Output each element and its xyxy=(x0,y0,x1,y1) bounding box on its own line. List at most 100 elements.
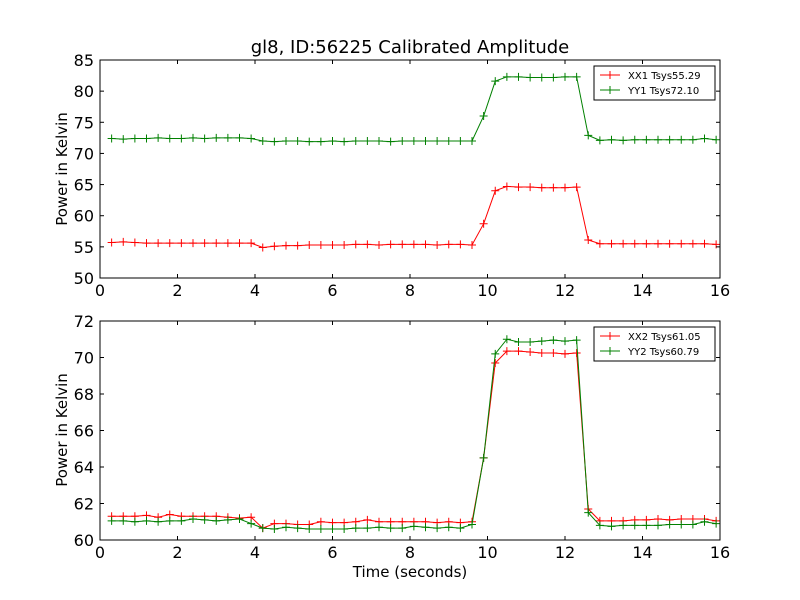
bottom-series-2-point xyxy=(584,508,593,517)
bottom-x-tick-label: 2 xyxy=(172,543,182,562)
bottom-series-2-point xyxy=(677,520,686,529)
top-series-1-point xyxy=(537,183,546,192)
top-legend-marker-2 xyxy=(606,86,614,94)
bottom-series-1-point xyxy=(572,348,581,357)
top-series-2-point xyxy=(444,136,453,145)
top-series-2-point xyxy=(270,137,279,146)
bottom-series-2-point xyxy=(595,521,604,530)
bottom-series-2-point xyxy=(200,515,209,524)
top-series-2-point xyxy=(421,136,430,145)
x-axis-label: Time (seconds) xyxy=(352,563,468,581)
top-y-tick-label: 65 xyxy=(74,176,94,195)
top-series-1-point xyxy=(456,240,465,249)
top-series-1-point xyxy=(572,183,581,192)
top-series-1-point xyxy=(700,239,709,248)
top-series-1-point xyxy=(351,240,360,249)
top-legend-frame xyxy=(593,65,716,101)
top-series-1-point xyxy=(595,239,604,248)
bottom-series-2-point xyxy=(142,516,151,525)
top-series-1-point xyxy=(514,183,523,192)
bottom-legend-label-2: YY2 Tsys60.79 xyxy=(627,347,699,358)
bottom-series-2-point xyxy=(340,525,349,534)
bottom-y-tick-label: 66 xyxy=(74,422,94,441)
bottom-series-2-point xyxy=(258,524,267,533)
bottom-series-2-point xyxy=(282,523,290,532)
top-series-1-point xyxy=(561,183,569,192)
bottom-series-2-point xyxy=(328,525,337,534)
bottom-series-1-point xyxy=(316,517,325,526)
top-series-1-point xyxy=(305,240,314,249)
bottom-series-2-point xyxy=(223,515,232,524)
bottom-y-tick-label: 62 xyxy=(74,495,94,514)
bottom-series-2-point xyxy=(688,520,697,529)
bottom-series-1-point xyxy=(549,348,558,357)
top-series-2-point xyxy=(351,136,360,145)
top-series-2-point xyxy=(340,137,349,146)
top-series-1-point xyxy=(165,239,174,248)
bottom-series-2-point xyxy=(247,519,256,528)
bottom-series-2-point xyxy=(386,524,395,533)
top-x-tick-label: 8 xyxy=(405,281,415,300)
top-series-1-point xyxy=(502,182,511,191)
top-series-2-point xyxy=(235,133,244,142)
bottom-legend-marker-2 xyxy=(606,347,614,355)
top-series-2-point xyxy=(595,136,604,145)
top-series-2-point xyxy=(514,72,523,81)
bottom-series-2-point xyxy=(154,517,163,526)
top-y-axis-label: Power in Kelvin xyxy=(53,112,71,226)
top-series-2-point xyxy=(363,136,372,145)
top-series-2-point xyxy=(619,136,628,145)
top-series-1-point xyxy=(433,240,442,249)
top-series-1-point xyxy=(398,240,407,249)
top-series-1-point xyxy=(642,239,651,248)
bottom-series-2-point xyxy=(363,524,372,533)
top-series-2-point xyxy=(282,136,290,145)
top-y-tick-label: 50 xyxy=(74,269,94,288)
top-series-1-point xyxy=(328,240,337,249)
bottom-series-2-point xyxy=(619,521,628,530)
top-series-1-point xyxy=(130,238,139,247)
top-series-1-point xyxy=(421,240,430,249)
top-series-2-point xyxy=(491,77,500,86)
top-y-tick-label: 70 xyxy=(74,144,94,163)
top-x-tick-label: 14 xyxy=(632,281,652,300)
bottom-series-2-point xyxy=(700,517,709,526)
bottom-legend-marker-1 xyxy=(606,332,614,340)
top-series-1-point xyxy=(235,239,244,248)
figure-title: gl8, ID:56225 Calibrated Amplitude xyxy=(251,37,570,58)
top-series-1-point xyxy=(270,242,279,251)
bottom-series-2-point xyxy=(502,335,511,344)
top-series-1-point xyxy=(363,240,372,249)
top-series-1-point xyxy=(526,183,535,192)
bottom-series-2-point xyxy=(433,524,442,533)
top-series-2-point xyxy=(584,131,593,140)
bottom-series-1-point xyxy=(537,348,546,357)
top-series-2-point xyxy=(526,73,535,82)
bottom-series-2-point xyxy=(526,337,535,346)
top-series-2-point xyxy=(386,137,395,146)
bottom-legend: XX2 Tsys61.05 YY2 Tsys60.79 xyxy=(593,326,716,362)
bottom-series-2-point xyxy=(270,525,279,534)
bottom-y-tick-label: 68 xyxy=(74,385,94,404)
top-series-1-point xyxy=(630,239,639,248)
top-series-2-point xyxy=(502,72,511,81)
top-series-2-point xyxy=(607,135,616,144)
bottom-series-2-point xyxy=(165,516,174,525)
top-series-1-point xyxy=(247,239,256,248)
top-series-1-point xyxy=(654,239,662,248)
bottom-x-tick-label: 10 xyxy=(477,543,497,562)
bottom-x-tick-label: 12 xyxy=(555,543,575,562)
top-x-tick-label: 4 xyxy=(250,281,260,300)
bottom-series-2-point xyxy=(561,337,569,346)
top-series-1 xyxy=(107,182,721,252)
bottom-x-tick-label: 16 xyxy=(710,543,730,562)
top-series-1-point xyxy=(293,241,302,250)
top-series-2-point xyxy=(665,135,674,144)
top-series-2-point xyxy=(468,136,476,145)
top-series-2-point xyxy=(328,136,337,145)
top-series-2-point xyxy=(479,112,488,121)
bottom-series-2-point xyxy=(537,337,546,346)
top-x-tick-label: 2 xyxy=(172,281,182,300)
bottom-series-2-point xyxy=(607,522,616,531)
top-series-2-point xyxy=(200,134,209,143)
